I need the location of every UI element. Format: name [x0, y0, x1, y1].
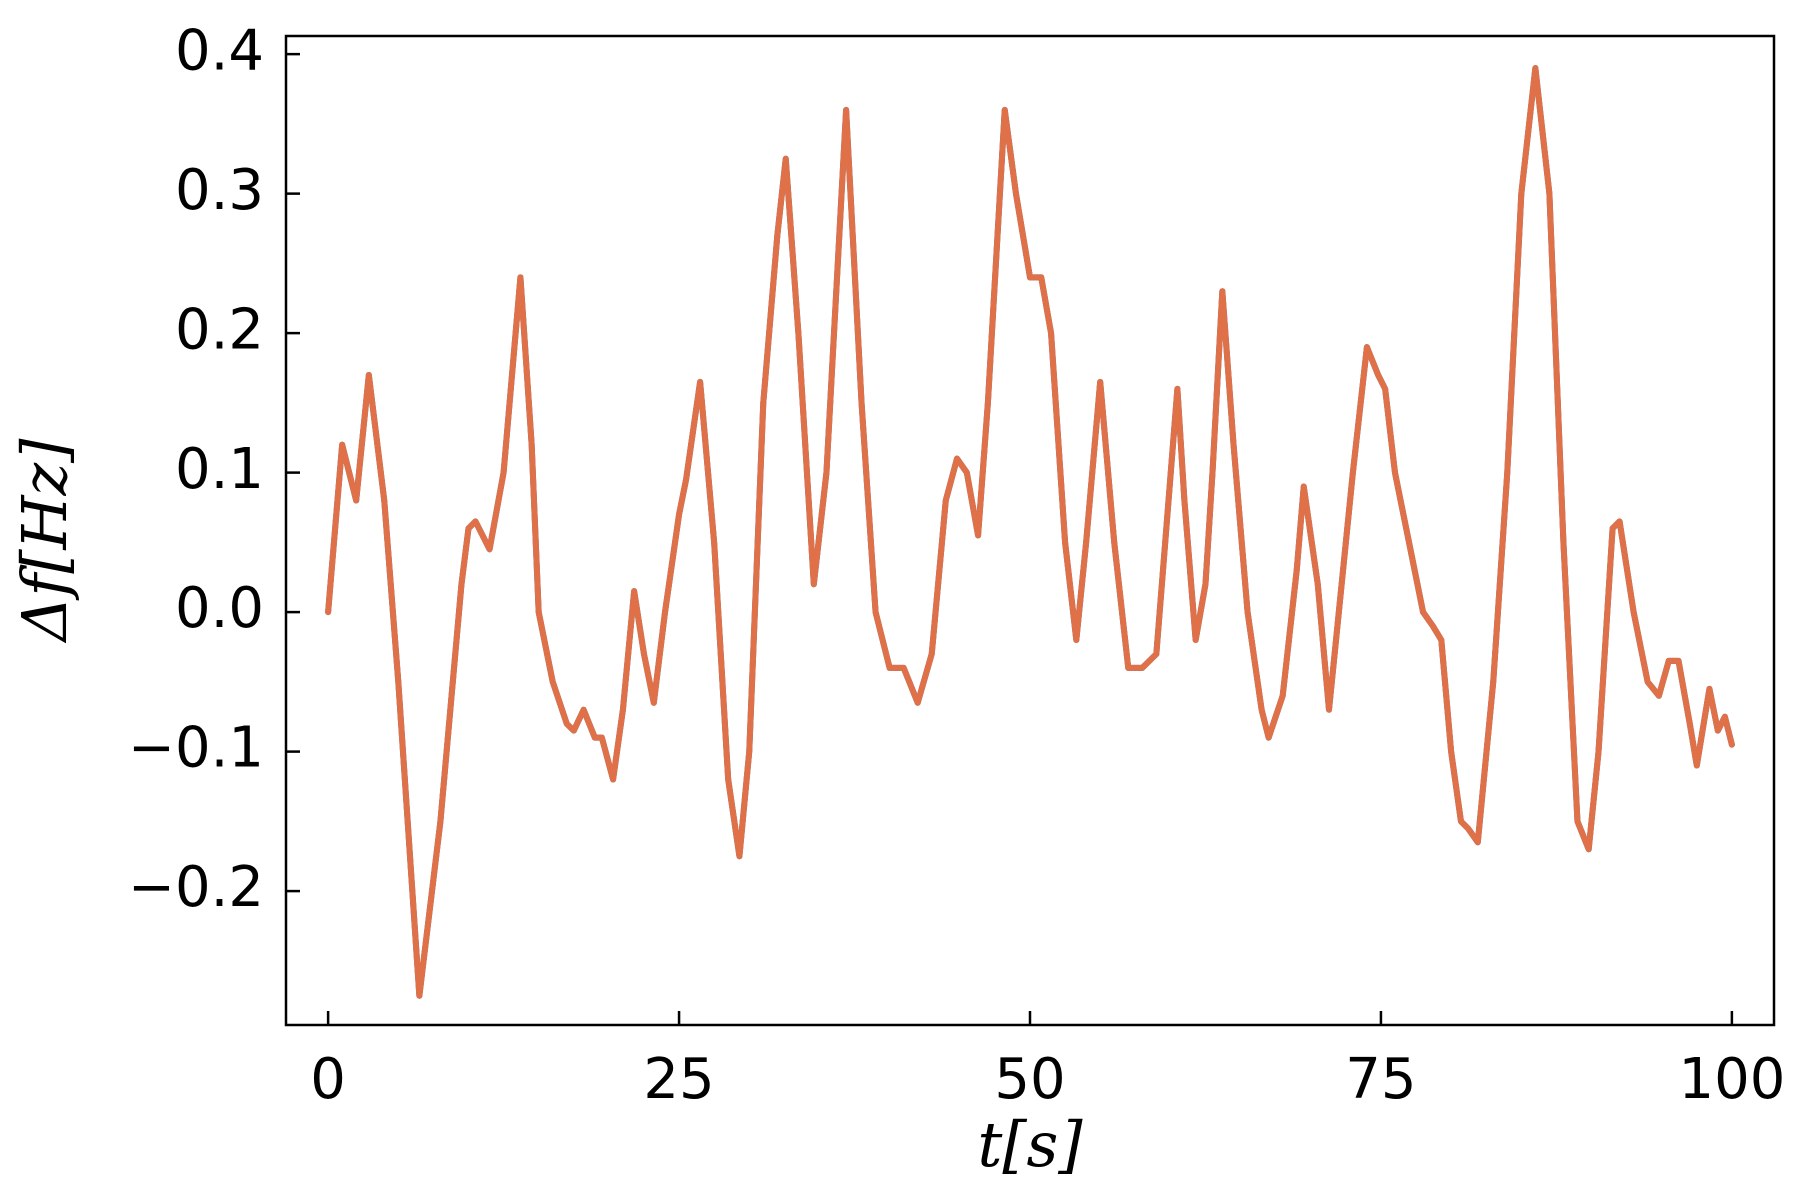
y-tick-label: −0.1	[128, 716, 264, 781]
x-tick-label: 0	[310, 1047, 346, 1112]
data-line	[325, 65, 1735, 999]
y-tick-label: 0.2	[175, 297, 264, 362]
y-tick-label: 0.3	[175, 158, 264, 223]
x-tick-label: 75	[1345, 1047, 1416, 1112]
plot-frame	[284, 34, 1776, 1027]
x-axis-label: t[s]	[977, 1108, 1083, 1181]
y-tick-label: 0.0	[175, 576, 264, 641]
y-tick-label: 0.4	[175, 18, 264, 83]
y-tick-label: 0.1	[175, 437, 264, 502]
x-tick-label: 25	[643, 1047, 714, 1112]
y-tick-label: −0.2	[128, 855, 264, 920]
x-tick-label: 100	[1678, 1047, 1785, 1112]
x-tick-label: 50	[994, 1047, 1065, 1112]
y-axis-label: Δf[Hz]	[8, 438, 81, 644]
